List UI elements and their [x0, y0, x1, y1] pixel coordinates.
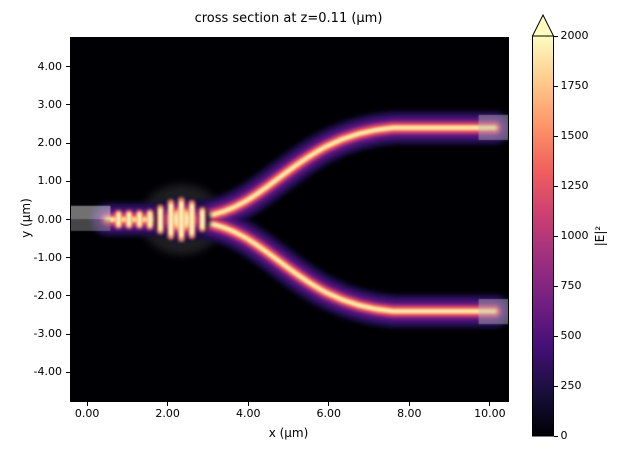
x-tick-mark — [328, 402, 330, 406]
x-tick-mark — [167, 402, 169, 406]
y-tick-label: 0.00 — [37, 212, 63, 226]
colorbar — [531, 13, 555, 437]
x-tick-mark — [408, 402, 410, 406]
colorbar-tick-label: 1250 — [560, 179, 589, 192]
y-tick-mark — [66, 180, 70, 182]
colorbar-tick-mark — [553, 135, 558, 137]
y-tick-label: -3.00 — [33, 327, 62, 341]
y-tick-mark — [66, 219, 70, 220]
plot-area — [70, 37, 509, 402]
y-tick-mark — [66, 142, 70, 144]
colorbar-tick-label: 1500 — [560, 129, 589, 142]
colorbar-tick-label: 2000 — [560, 29, 589, 42]
colorbar-gradient — [532, 35, 554, 437]
y-tick-label: 3.00 — [37, 97, 63, 111]
colorbar-tick-label: 250 — [560, 379, 582, 392]
colorbar-tick-mark — [553, 235, 558, 237]
y-tick-label: -2.00 — [33, 288, 62, 302]
y-tick-mark — [66, 295, 70, 297]
x-tick-mark — [86, 402, 88, 406]
colorbar-tick-mark — [553, 435, 558, 437]
colorbar-tick-label: 0 — [560, 429, 568, 442]
colorbar-tick-mark — [553, 385, 558, 387]
chart-title: cross section at z=0.11 (μm) — [194, 11, 383, 26]
y-tick-mark — [66, 66, 70, 68]
colorbar-tick-mark — [553, 285, 558, 287]
colorbar-tick-mark — [553, 335, 558, 337]
colorbar-tick-label: 750 — [560, 279, 582, 292]
y-tick-label: -4.00 — [33, 365, 62, 379]
y-tick-label: 1.00 — [37, 174, 63, 188]
x-tick-label: 6.00 — [316, 407, 342, 420]
x-tick-label: 8.00 — [397, 407, 422, 420]
colorbar-tick-mark — [553, 185, 558, 187]
y-tick-label: -1.00 — [33, 250, 62, 264]
y-tick-label: 2.00 — [37, 136, 63, 150]
x-axis-label: x (μm) — [268, 426, 309, 440]
colorbar-tick-label: 1000 — [560, 229, 589, 242]
colorbar-tick-mark — [553, 35, 558, 37]
y-tick-mark — [66, 257, 70, 259]
x-tick-mark — [489, 402, 491, 406]
colorbar-label: |E|² — [593, 225, 607, 247]
colorbar-tick-label: 500 — [560, 329, 582, 342]
x-tick-label: 2.00 — [155, 407, 180, 420]
heatmap-canvas — [71, 38, 508, 401]
x-tick-mark — [247, 402, 249, 406]
x-tick-label: 0.00 — [74, 407, 100, 420]
x-tick-label: 4.00 — [235, 407, 261, 420]
x-tick-label: 10.00 — [474, 407, 506, 420]
y-tick-mark — [66, 371, 70, 373]
y-axis-label: y (μm) — [19, 198, 33, 238]
y-tick-label: 4.00 — [37, 59, 63, 73]
y-tick-mark — [66, 333, 70, 335]
colorbar-extend-triangle — [531, 13, 555, 37]
y-tick-mark — [66, 104, 70, 106]
colorbar-tick-mark — [553, 85, 558, 87]
colorbar-tick-label: 1750 — [560, 79, 589, 92]
